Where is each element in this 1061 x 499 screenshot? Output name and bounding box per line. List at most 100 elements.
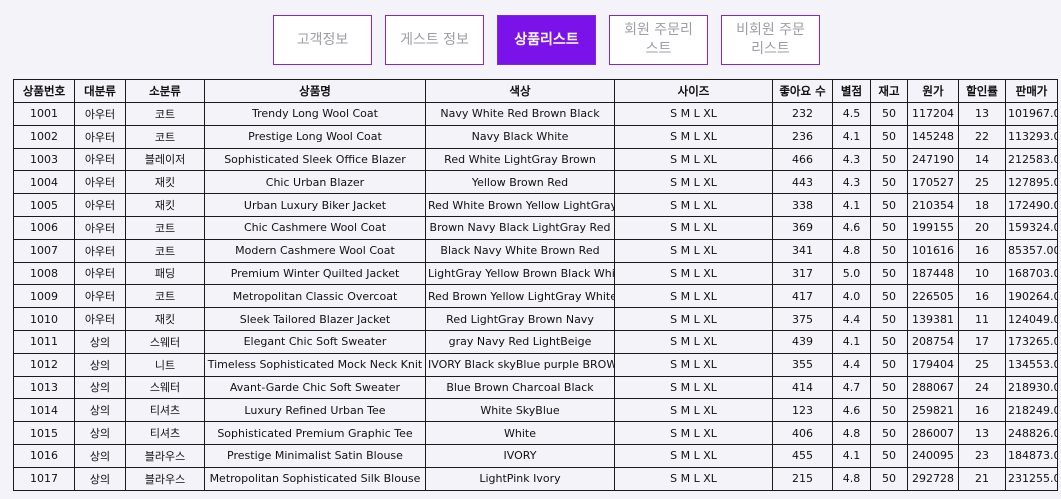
cell-discount: 24 [958, 375, 1006, 400]
table-row[interactable]: 1004 아우터 재킷 Chic Urban Blazer Yellow Brown R… [13, 170, 1058, 195]
cell-product-name: Modern Cashmere Wool Coat [204, 238, 426, 263]
cell-discount: 10 [958, 261, 1006, 286]
cell-product-name: Timeless Sophisticated Mock Neck Knit [204, 352, 426, 377]
cell-stock: 50 [870, 307, 908, 331]
cell-sale-price: 134553.00 [1005, 352, 1058, 377]
cell-rating: 4.5 [832, 102, 871, 126]
cell-likes: 369 [772, 215, 833, 240]
cell-rating: 4.1 [832, 193, 871, 217]
tab-guest-orders[interactable]: 비회원 주문리스트 [721, 15, 820, 65]
cell-product-name: Metropolitan Classic Overcoat [204, 284, 426, 309]
cell-sale-price: 173265.00 [1005, 329, 1058, 354]
cell-size: S M L XL [614, 421, 773, 445]
cell-likes: 215 [772, 466, 833, 491]
cell-discount: 18 [958, 193, 1006, 217]
table-row[interactable]: 1012 상의 니트 Timeless Sophisticated Mock Neck… [13, 352, 1058, 377]
table-row[interactable]: 1001 아우터 코트 Trendy Long Wool Coat Navy White… [13, 102, 1058, 126]
cell-product-name: Urban Luxury Biker Jacket [204, 193, 426, 217]
table-row[interactable]: 1017 상의 블라우스 Metropolitan Sophisticated Sil… [13, 466, 1058, 491]
cell-color: Red White Brown Yellow LightGray [425, 193, 615, 217]
col-header-stock: 재고 [870, 79, 908, 103]
cell-sale-price: 168703.00 [1005, 261, 1058, 286]
tab-guest-info[interactable]: 게스트 정보 [385, 15, 484, 65]
cell-size: S M L XL [614, 238, 773, 263]
table-row[interactable]: 1002 아우터 코트 Prestige Long Wool Coat Navy Bla… [13, 124, 1058, 149]
cell-cost: 286007 [907, 421, 959, 445]
cell-cost: 240095 [907, 443, 959, 468]
cell-rating: 4.1 [832, 124, 871, 149]
cell-main-category: 상의 [74, 466, 126, 491]
table-header-row: 상품번호 대분류 소분류 상품명 색상 사이즈 좋아요 수 별점 재고 원가 할… [13, 79, 1058, 103]
cell-likes: 236 [772, 124, 833, 149]
cell-rating: 4.8 [832, 466, 871, 491]
cell-main-category: 아우터 [74, 215, 126, 240]
cell-color: Red Brown Yellow LightGray White [425, 284, 615, 309]
cell-product-id: 1002 [13, 124, 75, 149]
cell-discount: 13 [958, 102, 1006, 126]
tab-member-orders[interactable]: 회원 주문리스트 [609, 15, 708, 65]
cell-discount: 20 [958, 215, 1006, 240]
cell-sale-price: 184873.00 [1005, 443, 1058, 468]
cell-product-id: 1005 [13, 193, 75, 217]
cell-color: IVORY [425, 443, 615, 468]
cell-sub-category: 코트 [125, 124, 205, 149]
cell-sub-category: 스웨터 [125, 329, 205, 354]
cell-stock: 50 [870, 124, 908, 149]
table-row[interactable]: 1006 아우터 코트 Chic Cashmere Wool Coat Brown Na… [13, 215, 1058, 240]
cell-rating: 4.3 [832, 170, 871, 195]
cell-rating: 4.7 [832, 375, 871, 400]
cell-likes: 338 [772, 193, 833, 217]
table-row[interactable]: 1009 아우터 코트 Metropolitan Classic Overcoat Re… [13, 284, 1058, 309]
cell-sale-price: 159324.00 [1005, 215, 1058, 240]
cell-rating: 4.8 [832, 238, 871, 263]
cell-rating: 4.6 [832, 398, 871, 423]
table-row[interactable]: 1011 상의 스웨터 Elegant Chic Soft Sweater gray N… [13, 329, 1058, 354]
cell-color: LightPink Ivory [425, 466, 615, 491]
table-row[interactable]: 1013 상의 스웨터 Avant-Garde Chic Soft Sweater Bl… [13, 375, 1058, 400]
col-header-sale-price: 판매가 [1005, 79, 1058, 103]
cell-cost: 208754 [907, 329, 959, 354]
cell-rating: 5.0 [832, 261, 871, 286]
cell-likes: 375 [772, 307, 833, 331]
cell-cost: 117204 [907, 102, 959, 126]
cell-main-category: 아우터 [74, 261, 126, 286]
cell-rating: 4.1 [832, 443, 871, 468]
cell-sale-price: 172490.00 [1005, 193, 1058, 217]
cell-main-category: 아우터 [74, 102, 126, 126]
cell-main-category: 아우터 [74, 147, 126, 172]
table-row[interactable]: 1016 상의 블라우스 Prestige Minimalist Satin Blou… [13, 443, 1058, 468]
cell-product-name: Avant-Garde Chic Soft Sweater [204, 375, 426, 400]
col-header-product-name: 상품명 [204, 79, 426, 103]
cell-main-category: 아우터 [74, 284, 126, 309]
table-row[interactable]: 1005 아우터 재킷 Urban Luxury Biker Jacket Red Wh… [13, 193, 1058, 217]
cell-cost: 226505 [907, 284, 959, 309]
table-row[interactable]: 1014 상의 티셔츠 Luxury Refined Urban Tee White S… [13, 398, 1058, 423]
cell-stock: 50 [870, 284, 908, 309]
cell-cost: 292728 [907, 466, 959, 491]
cell-product-id: 1001 [13, 102, 75, 126]
cell-rating: 4.4 [832, 352, 871, 377]
cell-size: S M L XL [614, 261, 773, 286]
tab-customer-info[interactable]: 고객정보 [273, 15, 372, 65]
cell-product-id: 1003 [13, 147, 75, 172]
cell-main-category: 상의 [74, 352, 126, 377]
cell-cost: 199155 [907, 215, 959, 240]
cell-sub-category: 재킷 [125, 193, 205, 217]
table-row[interactable]: 1003 아우터 블레이저 Sophisticated Sleek Office Bl… [13, 147, 1058, 172]
table-row[interactable]: 1015 상의 티셔츠 Sophisticated Premium Graphic T… [13, 421, 1058, 445]
table-row[interactable]: 1010 아우터 재킷 Sleek Tailored Blazer Jacket Red… [13, 307, 1058, 331]
cell-sale-price: 231255.00 [1005, 466, 1058, 491]
tab-product-list[interactable]: 상품리스트 [497, 15, 596, 65]
cell-size: S M L XL [614, 284, 773, 309]
cell-sub-category: 코트 [125, 238, 205, 263]
table-row[interactable]: 1007 아우터 코트 Modern Cashmere Wool Coat Black … [13, 238, 1058, 263]
table-row[interactable]: 1008 아우터 패딩 Premium Winter Quilted Jacket Li… [13, 261, 1058, 286]
cell-sale-price: 85357.00 [1005, 238, 1058, 263]
cell-product-name: Trendy Long Wool Coat [204, 102, 426, 126]
cell-size: S M L XL [614, 398, 773, 423]
cell-product-name: Chic Cashmere Wool Coat [204, 215, 426, 240]
cell-likes: 406 [772, 421, 833, 445]
cell-cost: 247190 [907, 147, 959, 172]
cell-discount: 16 [958, 284, 1006, 309]
cell-likes: 123 [772, 398, 833, 423]
